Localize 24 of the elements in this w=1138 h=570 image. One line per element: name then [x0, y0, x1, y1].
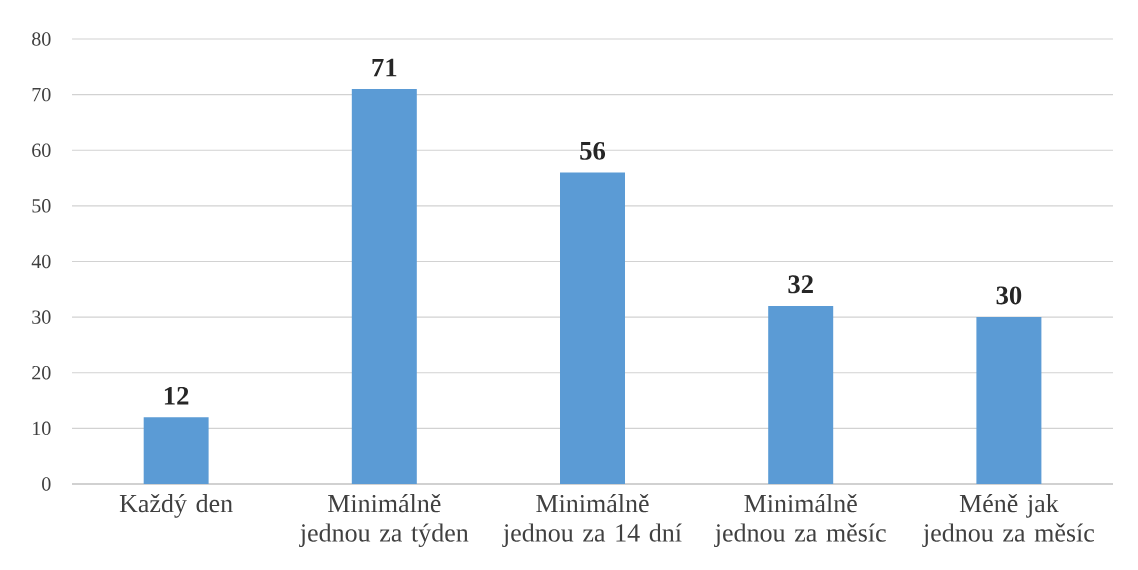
x-tick-label: Minimálně jednou za měsíc [714, 494, 886, 547]
y-tick-label: 40 [31, 254, 51, 269]
bar [976, 317, 1042, 484]
bar [351, 89, 417, 484]
y-tick-label: 10 [33, 421, 51, 436]
y-tick-label: 70 [32, 87, 51, 102]
y-tick-label: 20 [32, 365, 51, 380]
y-tick-label: 50 [32, 199, 51, 213]
data-label: 12 [164, 386, 189, 405]
y-tick-label: 80 [32, 32, 51, 46]
bar [143, 417, 209, 484]
data-label: 30 [996, 286, 1022, 305]
x-tick-label: Méně jak jednou za měsíc [922, 494, 1094, 547]
bar [560, 172, 626, 484]
y-tick-label: 60 [32, 143, 51, 157]
data-label: 32 [788, 275, 813, 294]
y-tick-label: 30 [32, 310, 51, 324]
x-tick-label: Každý den [119, 494, 233, 518]
x-tick-label: Minimálně jednou za 14 dní [502, 494, 682, 547]
data-label: 56 [580, 141, 606, 160]
y-tick-label: 0 [42, 477, 51, 491]
x-tick-label: Minimálně jednou za týden [299, 494, 469, 548]
bar [768, 305, 834, 484]
data-label: 71 [372, 58, 397, 77]
